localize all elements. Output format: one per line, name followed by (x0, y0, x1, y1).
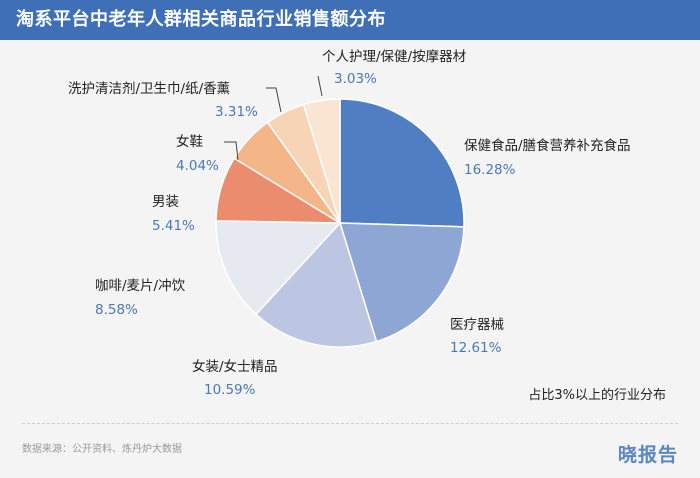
slice-label: 女装/女士精品 (192, 358, 278, 375)
slice-value-label: 12.61% (450, 340, 502, 356)
chart-header: 淘系平台中老年人群相关商品行业销售额分布 (0, 0, 700, 40)
chart-note: 占比3%以上的行业分布 (528, 388, 666, 403)
pie-slice (338, 222, 465, 343)
slice-label: 医疗器械 (450, 317, 504, 333)
slice-label: 洗护清洁剂/卫生巾/纸/香薰 (68, 81, 230, 97)
leader-line (266, 87, 282, 113)
footer-divider (22, 423, 678, 424)
slice-label: 咖啡/麦片/冲饮 (95, 278, 186, 294)
data-source: 数据来源：公开资料、炼丹炉大数据 (22, 444, 182, 455)
pie-slice (215, 220, 342, 316)
chart-title: 淘系平台中老年人群相关商品行业销售额分布 (16, 9, 386, 30)
brand-logo: 晓报告 (617, 444, 678, 466)
pie-chart: 保健食品/膳食营养补充食品 16.28% 医疗器械 12.61% 女装/女士精品 10.5… (68, 48, 631, 398)
slice-value-label: 8.58% (95, 302, 138, 318)
pie-slice (255, 221, 378, 348)
slice-label: 保健食品/膳食营养补充食品 (464, 137, 631, 154)
slice-label: 男装 (152, 194, 179, 210)
slice-value-label: 3.03% (334, 71, 377, 87)
slice-value-label: 16.28% (464, 162, 516, 178)
slice-label: 个人护理/保健/按摩器材 (322, 48, 466, 65)
pie-slice (302, 98, 341, 224)
slice-value-label: 3.31% (215, 104, 258, 120)
slice-label: 女鞋 (176, 133, 203, 150)
slice-value-label: 5.41% (152, 218, 195, 234)
slice-value-label: 4.04% (176, 158, 219, 174)
slice-value-label: 10.59% (204, 382, 256, 398)
leader-line (224, 141, 239, 161)
leader-line (317, 75, 323, 97)
pie-slice (339, 98, 465, 228)
